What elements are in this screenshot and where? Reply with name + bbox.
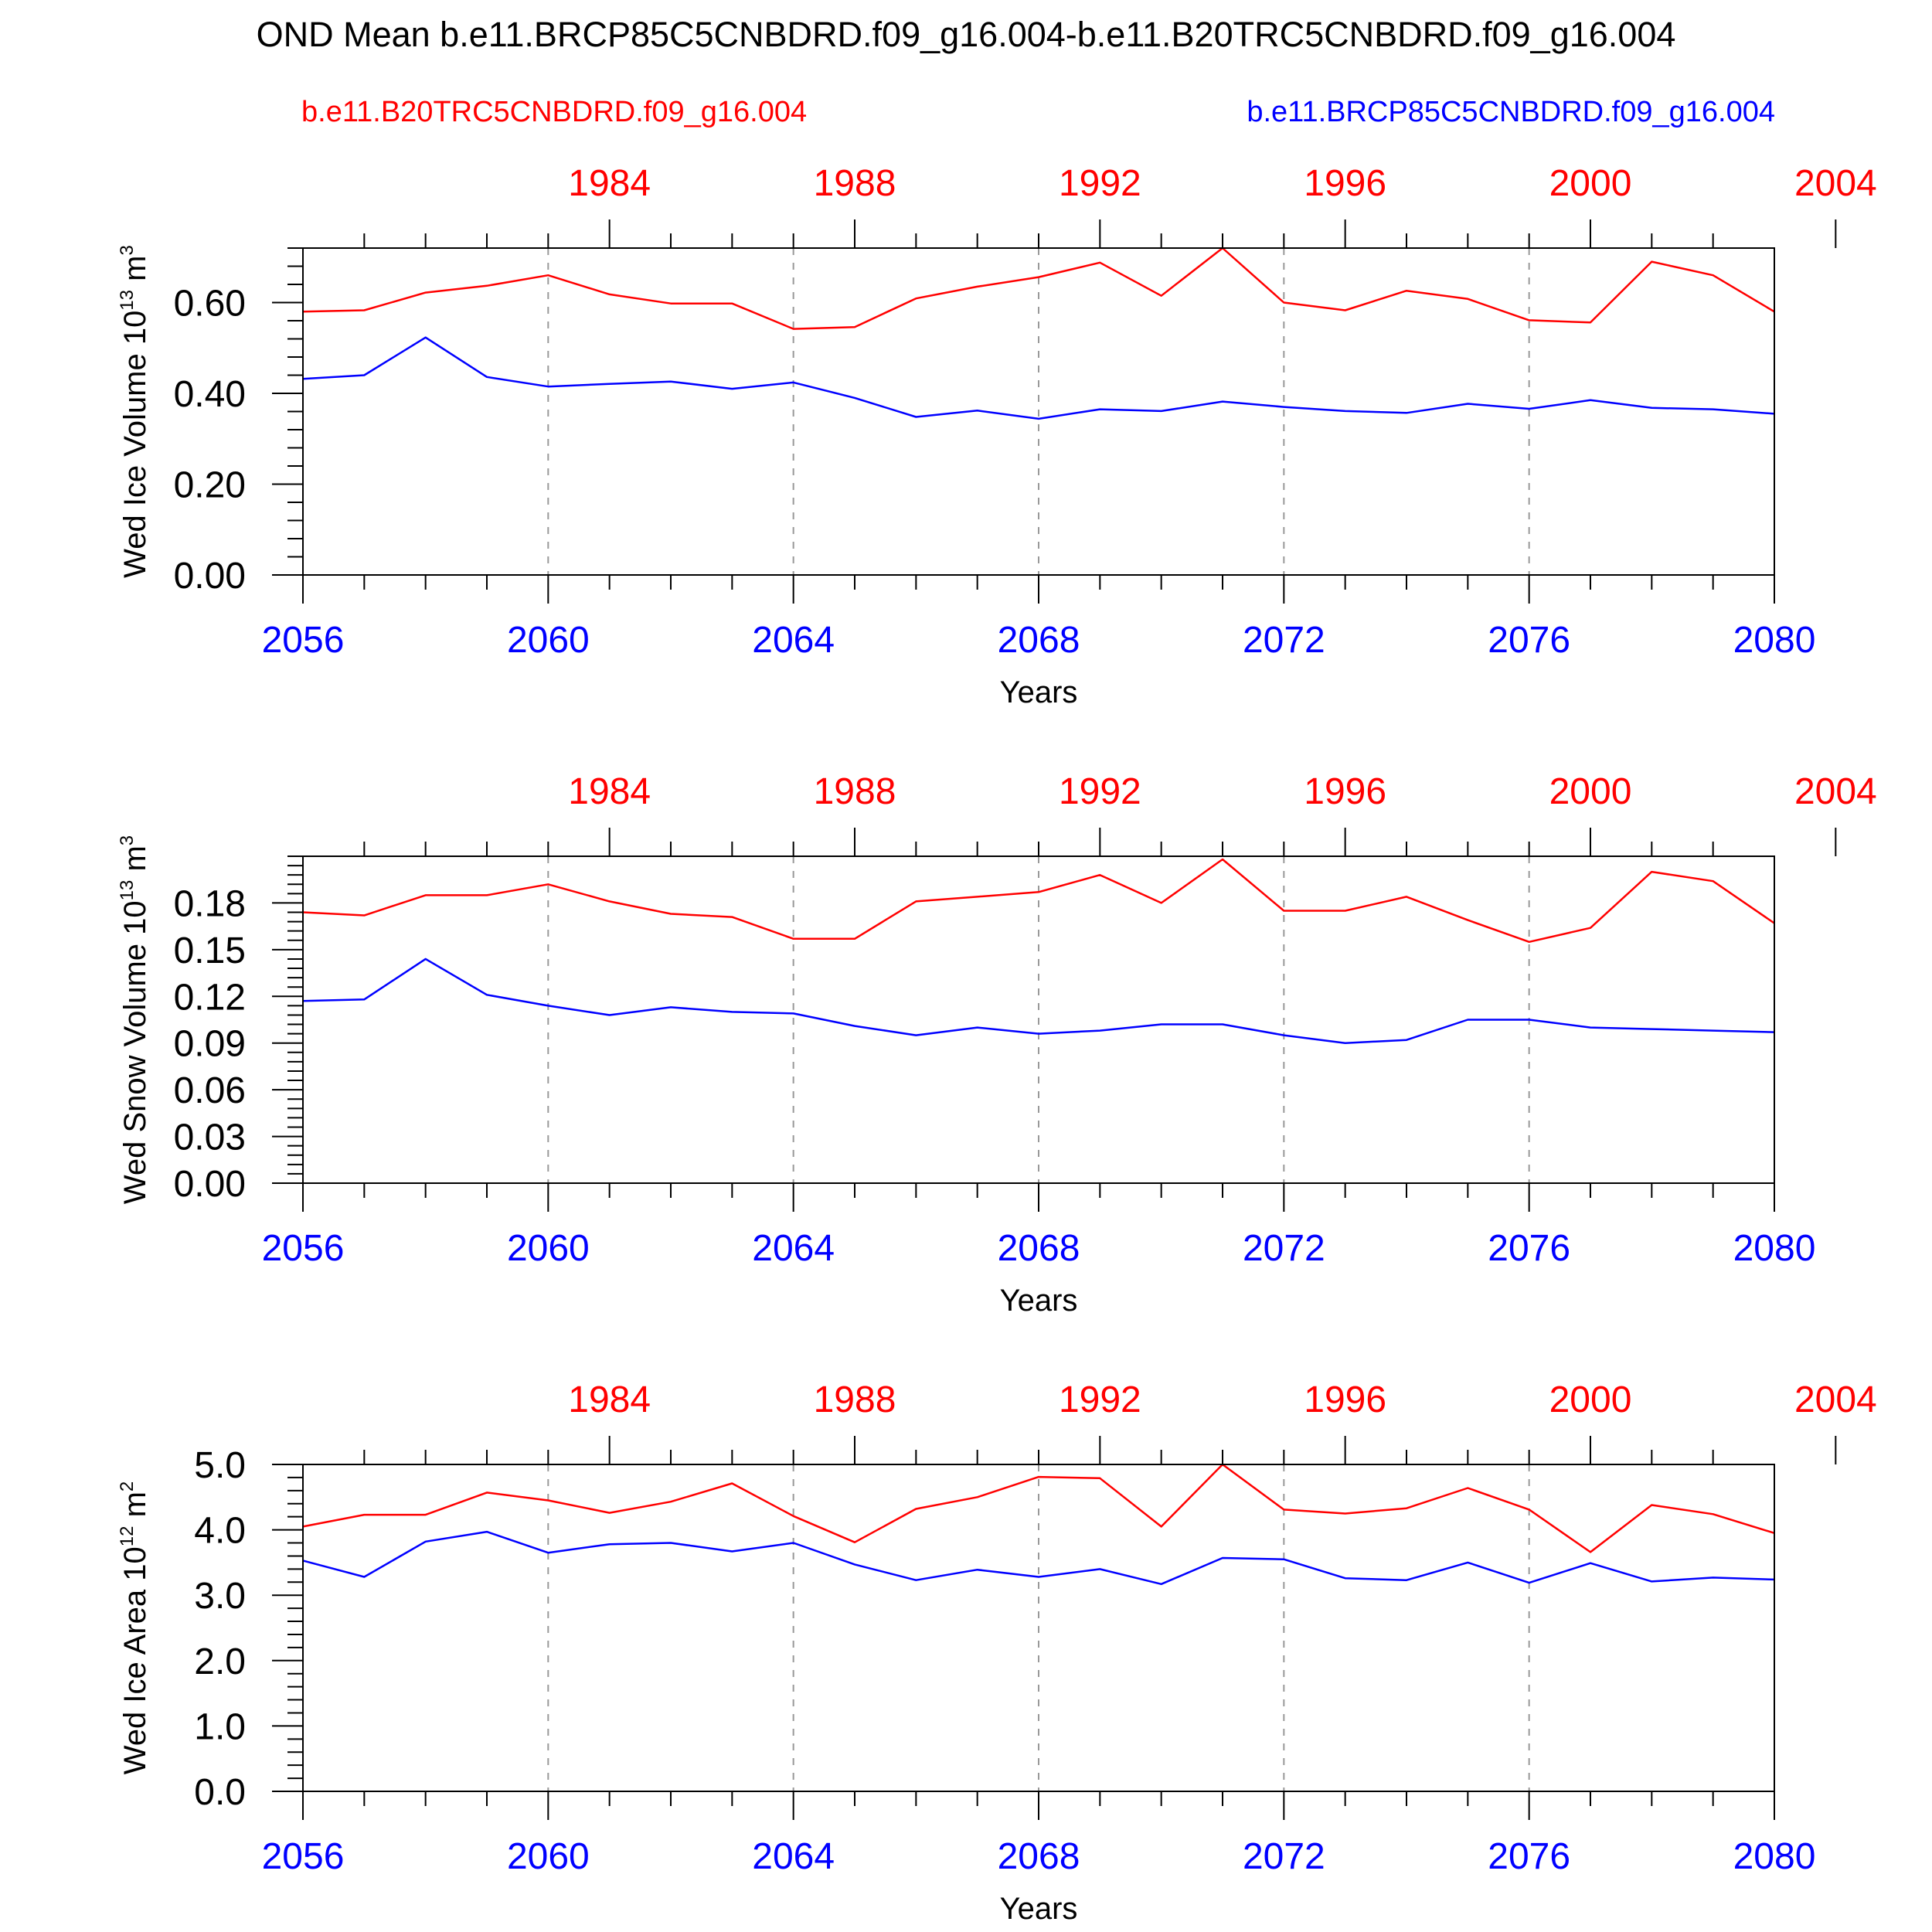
x-tick-label: 2060 (507, 1836, 590, 1877)
series-line-red (302, 858, 1775, 944)
y-axis-title: Wed Ice Volume 1013 m3 (117, 245, 152, 578)
y-tick-label: 5.0 (194, 1445, 246, 1486)
x-tick-label: 2068 (998, 1836, 1080, 1877)
top-tick-label: 1988 (814, 163, 896, 204)
x-tick-label: 2064 (752, 1836, 835, 1877)
y-tick-label: 4.0 (194, 1511, 246, 1552)
x-axis-title: Years (1000, 1284, 1078, 1318)
x-tick-label: 2076 (1488, 620, 1570, 661)
legend-red-label: b.e11.B20TRC5CNBDRD.f09_g16.004 (301, 96, 807, 128)
top-tick-label: 2004 (1794, 771, 1877, 812)
x-tick-label: 2080 (1733, 1836, 1816, 1877)
chart-panel-2: 2056 2060 2064 2068 2072 2076 2080 Years 1984 198… (117, 771, 1877, 1318)
series-line-blue (302, 957, 1775, 1044)
y-axis-title: Wed Ice Area 1012 m2 (117, 1481, 152, 1775)
x-tick-label: 2064 (752, 1228, 835, 1269)
top-tick-label: 2000 (1549, 771, 1632, 812)
x-tick-label: 2056 (262, 620, 345, 661)
x-tick-label: 2060 (507, 620, 590, 661)
y-tick-label: 0.60 (174, 284, 246, 325)
x-tick-label: 2068 (998, 620, 1080, 661)
x-tick-label: 2076 (1488, 1836, 1570, 1877)
top-tick-label: 1996 (1304, 163, 1386, 204)
y-tick-label: 0.00 (174, 556, 246, 597)
chart-panel-1: 2056 2060 2064 2068 2072 2076 2080 Years 1984 198… (117, 163, 1877, 709)
top-tick-label: 1988 (814, 771, 896, 812)
y-tick-label: 0.15 (174, 930, 246, 971)
panels: 2056 2060 2064 2068 2072 2076 2080 Years 1984 198… (117, 163, 1877, 1926)
x-tick-label: 2076 (1488, 1228, 1570, 1269)
y-tick-label: 1.0 (194, 1706, 246, 1747)
top-tick-label: 1984 (568, 771, 651, 812)
top-tick-label: 2000 (1549, 163, 1632, 204)
y-tick-label: 0.18 (174, 883, 246, 924)
y-tick-label: 3.0 (194, 1576, 246, 1617)
x-tick-label: 2068 (998, 1228, 1080, 1269)
x-tick-label: 2072 (1243, 620, 1325, 661)
x-tick-label: 2064 (752, 620, 835, 661)
y-tick-label: 0.12 (174, 977, 246, 1018)
top-tick-label: 1988 (814, 1379, 896, 1420)
y-tick-label: 0.06 (174, 1070, 246, 1111)
top-tick-label: 2004 (1794, 163, 1877, 204)
series-line-red (302, 247, 1775, 330)
x-tick-label: 2072 (1243, 1228, 1325, 1269)
x-tick-label: 2056 (262, 1836, 345, 1877)
chart-panel-3: 2056 2060 2064 2068 2072 2076 2080 Years 1984 198… (117, 1379, 1877, 1926)
series-line-red (302, 1463, 1775, 1553)
top-tick-label: 1996 (1304, 1379, 1386, 1420)
series-line-blue (302, 1530, 1775, 1586)
y-tick-label: 0.00 (174, 1164, 246, 1205)
figure-title: OND Mean b.e11.BRCP85C5CNBDRD.f09_g16.00… (257, 15, 1676, 54)
series-line-blue (302, 336, 1775, 420)
x-tick-label: 2060 (507, 1228, 590, 1269)
y-tick-label: 0.20 (174, 465, 246, 506)
top-tick-label: 2000 (1549, 1379, 1632, 1420)
top-tick-label: 1992 (1059, 771, 1141, 812)
top-tick-label: 1992 (1059, 1379, 1141, 1420)
top-tick-label: 2004 (1794, 1379, 1877, 1420)
top-tick-label: 1984 (568, 163, 651, 204)
y-axis-title: Wed Snow Volume 1013 m3 (117, 835, 152, 1204)
top-tick-label: 1984 (568, 1379, 651, 1420)
legend-blue-label: b.e11.BRCP85C5CNBDRD.f09_g16.004 (1247, 96, 1775, 128)
x-axis-title: Years (1000, 675, 1078, 709)
x-tick-label: 2072 (1243, 1836, 1325, 1877)
y-tick-label: 0.03 (174, 1117, 246, 1158)
top-tick-label: 1992 (1059, 163, 1141, 204)
top-tick-label: 1996 (1304, 771, 1386, 812)
y-tick-label: 0.09 (174, 1024, 246, 1065)
x-axis-title: Years (1000, 1892, 1078, 1926)
x-tick-label: 2080 (1733, 620, 1816, 661)
y-tick-label: 2.0 (194, 1641, 246, 1682)
y-tick-label: 0.40 (174, 374, 246, 415)
x-tick-label: 2080 (1733, 1228, 1816, 1269)
y-tick-label: 0.0 (194, 1772, 246, 1813)
x-tick-label: 2056 (262, 1228, 345, 1269)
